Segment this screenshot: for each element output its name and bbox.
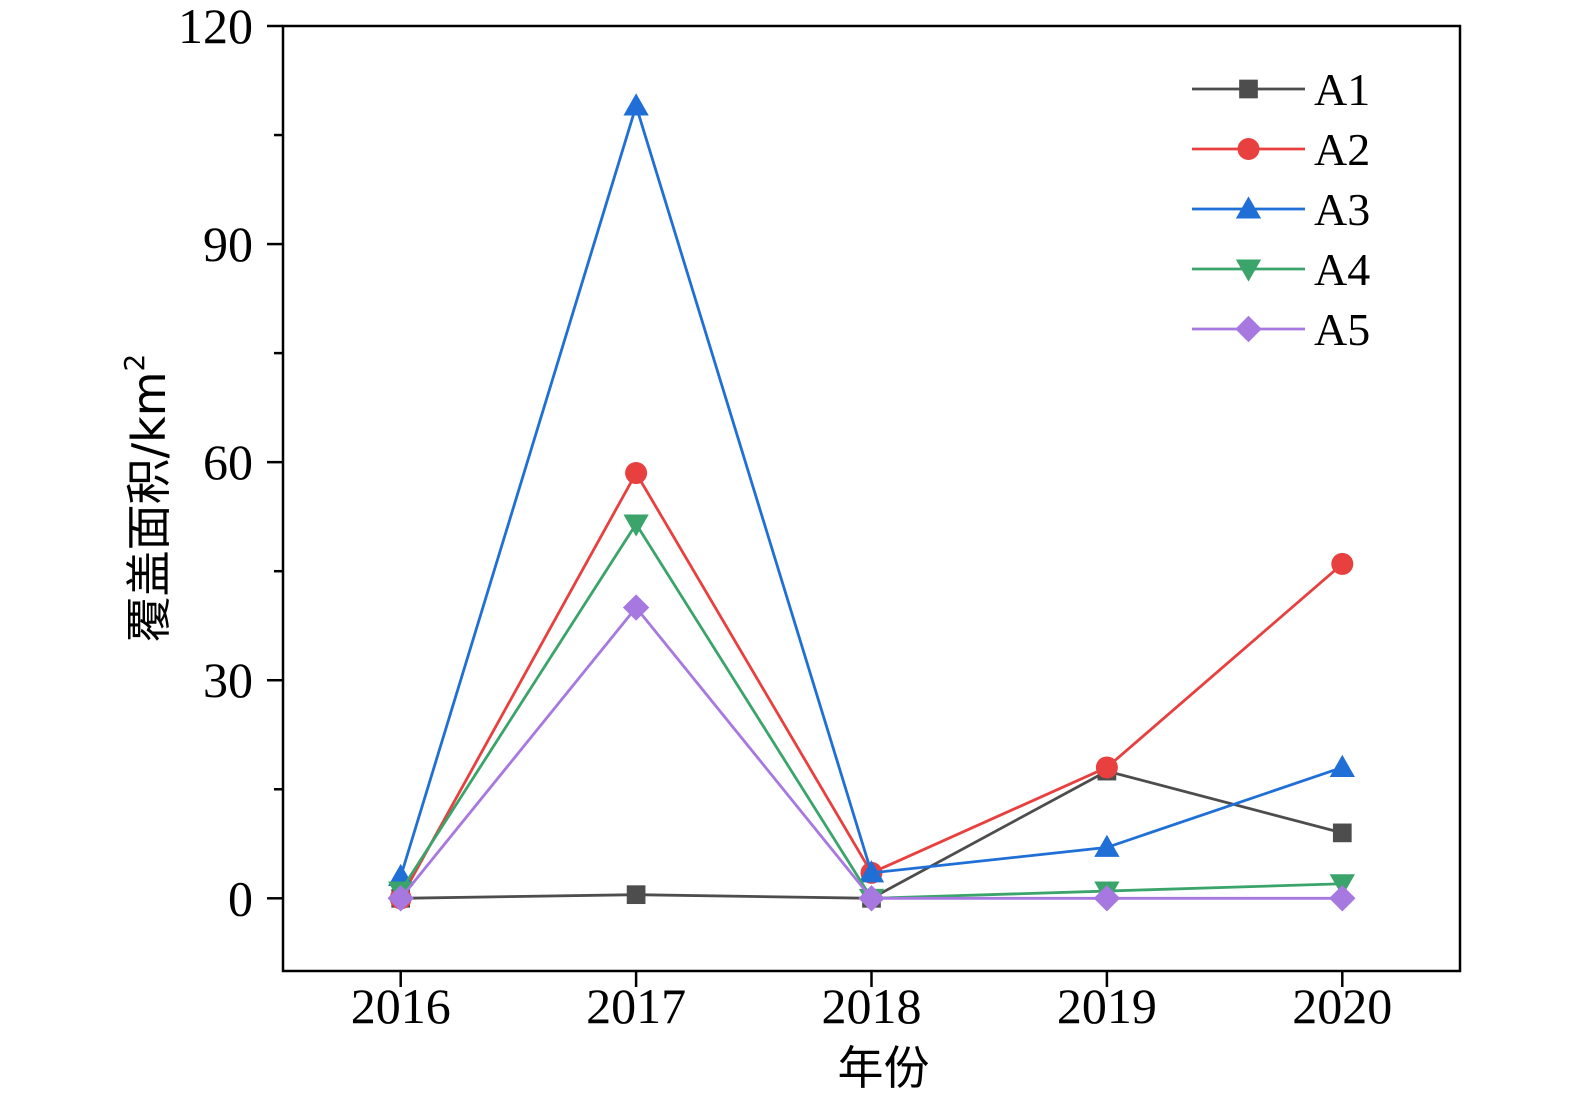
legend: A1 A2 A3 A4 A5: [1192, 64, 1370, 355]
y-axis-title: 覆盖面积/km2: [118, 354, 176, 643]
data-point: [623, 514, 649, 537]
legend-label: A5: [1314, 304, 1370, 355]
data-point: [623, 93, 649, 116]
legend-item-a1: A1: [1192, 64, 1370, 115]
series-layer: [387, 93, 1356, 912]
data-point: [1094, 834, 1120, 857]
series-line: [399, 521, 1343, 900]
data-point: [858, 860, 885, 883]
series-line: [399, 101, 1343, 877]
y-axis-title-superscript: 2: [118, 354, 151, 372]
data-point: [1329, 885, 1356, 912]
legend-label: A2: [1314, 124, 1370, 175]
series-line: [399, 470, 1344, 899]
y-tick-label: 120: [178, 0, 253, 54]
data-point: [1331, 552, 1354, 575]
data-point: [625, 462, 648, 485]
legend-label: A3: [1314, 184, 1370, 235]
y-tick-label: 0: [228, 870, 253, 926]
legend-marker: [1235, 259, 1262, 282]
x-tick-label: 2020: [1292, 978, 1392, 1034]
data-point: [1095, 756, 1118, 779]
series-a5: [387, 594, 1356, 912]
y-tick-label: 30: [203, 652, 253, 708]
svg-text:覆盖面积/km2: 覆盖面积/km2: [118, 354, 176, 643]
x-tick-label: 2018: [822, 978, 922, 1034]
legend-marker: [1235, 315, 1262, 343]
legend-item-a3: A3: [1192, 184, 1370, 235]
legend-item-a2: A2: [1192, 124, 1370, 175]
legend-marker: [1239, 79, 1258, 99]
legend-marker: [1235, 196, 1262, 219]
legend-label: A4: [1314, 244, 1370, 295]
legend-item-a4: A4: [1192, 244, 1370, 295]
y-tick-label: 90: [203, 216, 253, 272]
series-a4: [388, 514, 1355, 911]
series-a3: [388, 93, 1355, 886]
data-point: [387, 885, 414, 912]
data-point: [858, 885, 885, 912]
y-axis-title-text: 覆盖面积/km: [122, 371, 176, 642]
series-a2: [389, 462, 1354, 910]
series-line: [399, 605, 1343, 900]
x-tick-label: 2016: [351, 978, 451, 1034]
data-point: [622, 594, 650, 621]
x-axis-title: 年份: [838, 1041, 930, 1095]
legend-marker: [1237, 138, 1260, 160]
x-tick-label: 2019: [1057, 978, 1157, 1034]
data-point: [1332, 823, 1352, 843]
axes: 0 30 60 90 120 2016 2017 2018 2019 2020: [178, 0, 1462, 1034]
y-tick-label: 60: [203, 434, 253, 490]
legend-label: A1: [1314, 64, 1370, 115]
plot-frame: [281, 24, 1462, 973]
data-point: [1093, 885, 1121, 912]
x-tick-label: 2017: [586, 978, 686, 1034]
data-point: [1329, 754, 1355, 777]
data-point: [626, 885, 646, 905]
legend-item-a5: A5: [1192, 304, 1370, 355]
